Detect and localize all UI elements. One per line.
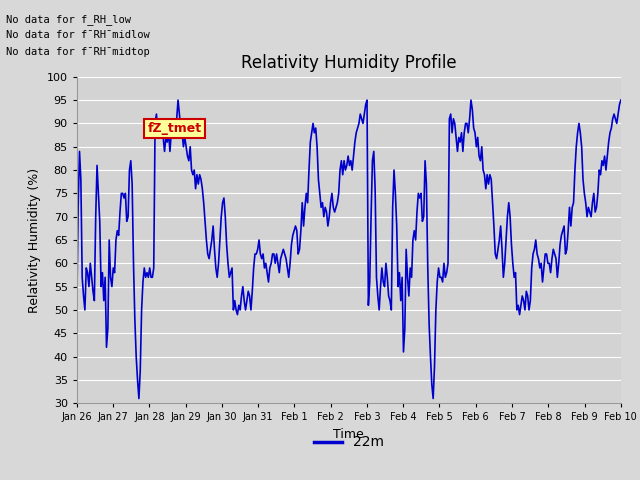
Y-axis label: Relativity Humidity (%): Relativity Humidity (%)	[28, 168, 41, 312]
Text: No data for f_RH_low: No data for f_RH_low	[6, 13, 131, 24]
Text: No data for f¯RH¯midtop: No data for f¯RH¯midtop	[6, 47, 150, 57]
X-axis label: Time: Time	[333, 428, 364, 441]
Legend: 22m: 22m	[308, 430, 389, 455]
Text: fZ_tmet: fZ_tmet	[147, 122, 202, 135]
Title: Relativity Humidity Profile: Relativity Humidity Profile	[241, 54, 456, 72]
Text: No data for f¯RH¯midlow: No data for f¯RH¯midlow	[6, 30, 150, 40]
